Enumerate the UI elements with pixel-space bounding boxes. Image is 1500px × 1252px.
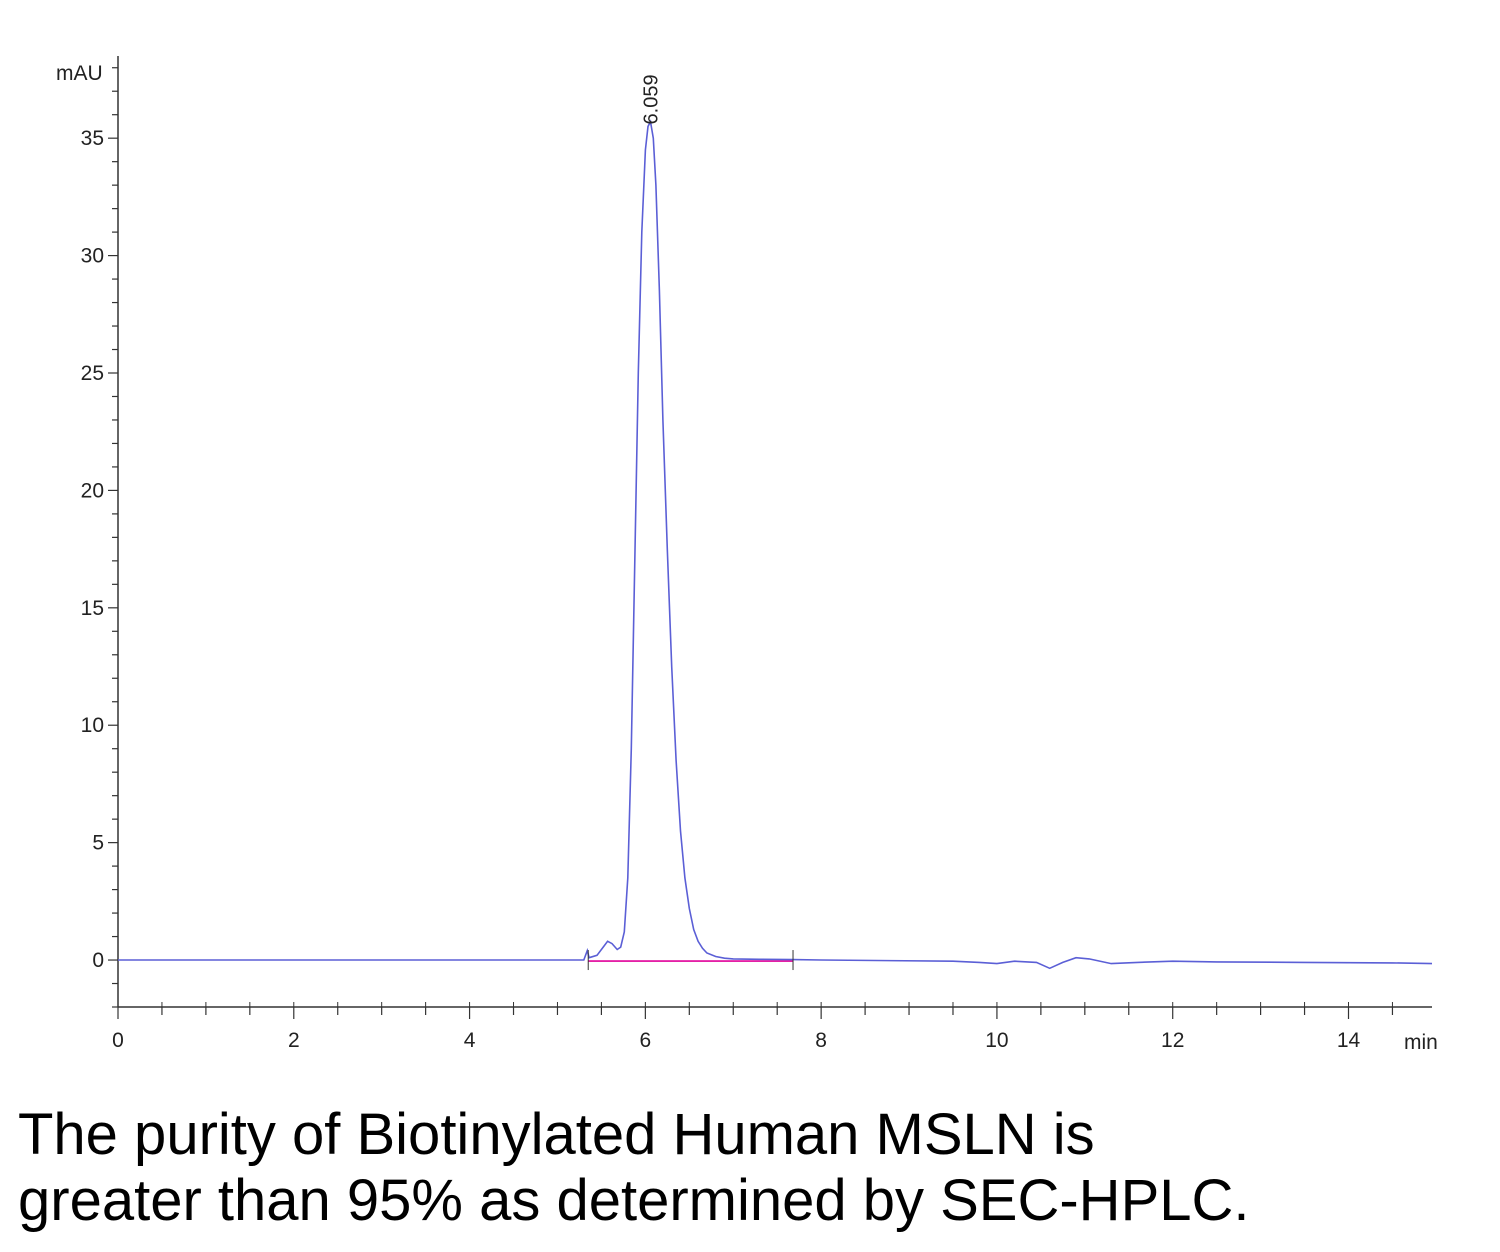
y-tick-label: 30 [81, 245, 104, 268]
y-tick-label: 0 [92, 949, 104, 972]
peak-label: 6.059 [641, 74, 663, 124]
y-tick-label: 20 [81, 479, 104, 502]
y-tick-label: 15 [81, 597, 104, 620]
x-tick-label: 2 [288, 1029, 300, 1052]
chromatogram-trace [118, 119, 1433, 970]
x-tick-label: 12 [1161, 1029, 1184, 1052]
x-tick-label: 6 [640, 1029, 652, 1052]
x-axis-label: min [1404, 1031, 1438, 1054]
x-tick-label: 8 [815, 1029, 827, 1052]
chromatogram-chart: 0 5 10 15 20 25 30 35 0 2 4 6 8 10 12 14 6.059 mAU min [56, 56, 1438, 1054]
y-tick-label: 35 [81, 127, 104, 150]
y-tick-label: 25 [81, 362, 104, 385]
figure-caption: The purity of Biotinylated Human MSLN is… [18, 1102, 1478, 1234]
x-tick-label: 0 [112, 1029, 124, 1052]
caption-line-2: greater than 95% as determined by SEC-HP… [18, 1168, 1250, 1233]
peak-annotations: 6.059 [587, 74, 794, 971]
caption-line-1: The purity of Biotinylated Human MSLN is [18, 1102, 1095, 1167]
y-axis-label: mAU [56, 62, 103, 85]
y-tick-label: 5 [92, 832, 104, 855]
x-tick-label: 4 [464, 1029, 476, 1052]
x-tick-label: 14 [1337, 1029, 1361, 1052]
x-tick-label: 10 [985, 1029, 1008, 1052]
chart-tick-labels: 0 5 10 15 20 25 30 35 0 2 4 6 8 10 12 14 [81, 127, 1361, 1052]
chart-axes [117, 56, 1432, 1008]
chart-ticks [108, 67, 1394, 1019]
y-tick-label: 10 [81, 714, 104, 737]
